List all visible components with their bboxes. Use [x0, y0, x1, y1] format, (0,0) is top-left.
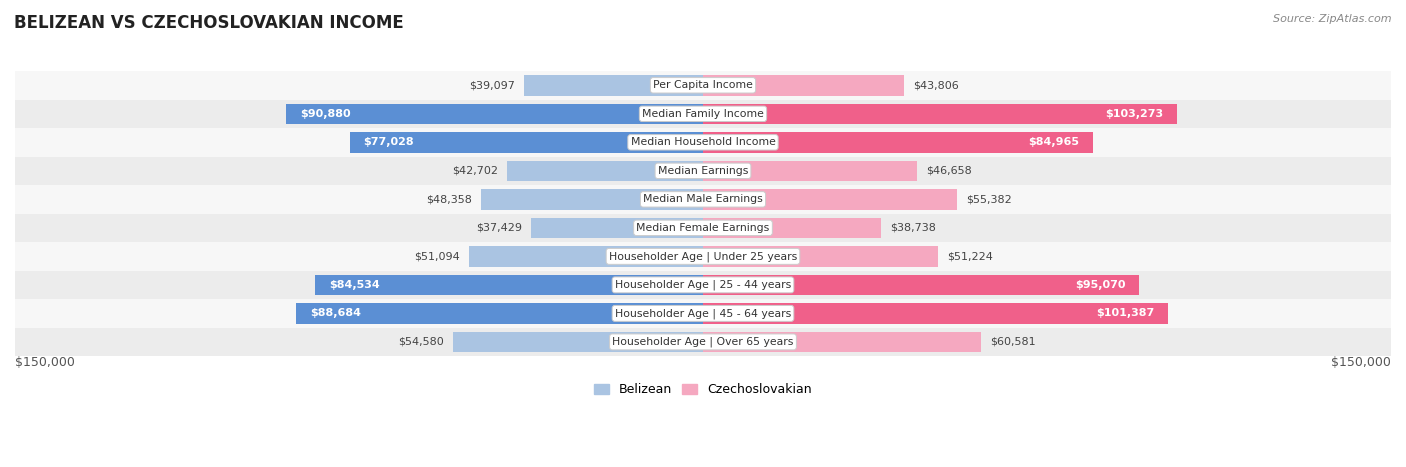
Bar [315, 275, 703, 295]
Bar [523, 75, 703, 96]
Text: $90,880: $90,880 [299, 109, 350, 119]
Text: $51,224: $51,224 [948, 251, 993, 262]
Text: Per Capita Income: Per Capita Income [652, 80, 754, 90]
Bar [703, 161, 917, 181]
Bar [15, 213, 1391, 242]
Bar [481, 189, 703, 210]
Bar [703, 75, 904, 96]
Text: Householder Age | Over 65 years: Householder Age | Over 65 years [612, 337, 794, 347]
Text: $60,581: $60,581 [990, 337, 1036, 347]
Text: $38,738: $38,738 [890, 223, 936, 233]
Text: Median Household Income: Median Household Income [630, 137, 776, 147]
Bar [703, 189, 957, 210]
Bar [350, 132, 703, 153]
Text: Source: ZipAtlas.com: Source: ZipAtlas.com [1274, 14, 1392, 24]
Text: $77,028: $77,028 [364, 137, 415, 147]
Text: Median Family Income: Median Family Income [643, 109, 763, 119]
Text: Median Male Earnings: Median Male Earnings [643, 194, 763, 205]
Bar [15, 328, 1391, 356]
Bar [15, 271, 1391, 299]
Bar [531, 218, 703, 238]
Text: $103,273: $103,273 [1105, 109, 1163, 119]
Bar [15, 185, 1391, 213]
Bar [703, 218, 880, 238]
Text: $43,806: $43,806 [912, 80, 959, 90]
Bar [703, 246, 938, 267]
Bar [453, 332, 703, 352]
Text: $51,094: $51,094 [413, 251, 460, 262]
Bar [703, 132, 1092, 153]
Bar [703, 104, 1177, 124]
Bar [703, 303, 1168, 324]
Bar [468, 246, 703, 267]
Text: Median Earnings: Median Earnings [658, 166, 748, 176]
Text: $84,534: $84,534 [329, 280, 380, 290]
Bar [15, 99, 1391, 128]
Text: $54,580: $54,580 [398, 337, 443, 347]
Text: $101,387: $101,387 [1097, 308, 1154, 318]
Text: $95,070: $95,070 [1074, 280, 1125, 290]
Text: $150,000: $150,000 [15, 356, 75, 369]
Text: Householder Age | 45 - 64 years: Householder Age | 45 - 64 years [614, 308, 792, 318]
Bar [703, 332, 981, 352]
Bar [297, 303, 703, 324]
Text: $150,000: $150,000 [1331, 356, 1391, 369]
Text: $88,684: $88,684 [309, 308, 361, 318]
Text: $37,429: $37,429 [477, 223, 522, 233]
Text: $42,702: $42,702 [451, 166, 498, 176]
Bar [15, 242, 1391, 271]
Text: $84,965: $84,965 [1028, 137, 1078, 147]
Text: $46,658: $46,658 [927, 166, 972, 176]
Text: $48,358: $48,358 [426, 194, 472, 205]
Bar [703, 275, 1139, 295]
Bar [15, 299, 1391, 328]
Text: BELIZEAN VS CZECHOSLOVAKIAN INCOME: BELIZEAN VS CZECHOSLOVAKIAN INCOME [14, 14, 404, 32]
Text: $55,382: $55,382 [966, 194, 1012, 205]
Legend: Belizean, Czechoslovakian: Belizean, Czechoslovakian [589, 378, 817, 401]
Bar [15, 71, 1391, 99]
Text: Householder Age | Under 25 years: Householder Age | Under 25 years [609, 251, 797, 262]
Bar [15, 128, 1391, 156]
Text: $39,097: $39,097 [468, 80, 515, 90]
Bar [287, 104, 703, 124]
Text: Householder Age | 25 - 44 years: Householder Age | 25 - 44 years [614, 280, 792, 290]
Bar [508, 161, 703, 181]
Bar [15, 156, 1391, 185]
Text: Median Female Earnings: Median Female Earnings [637, 223, 769, 233]
